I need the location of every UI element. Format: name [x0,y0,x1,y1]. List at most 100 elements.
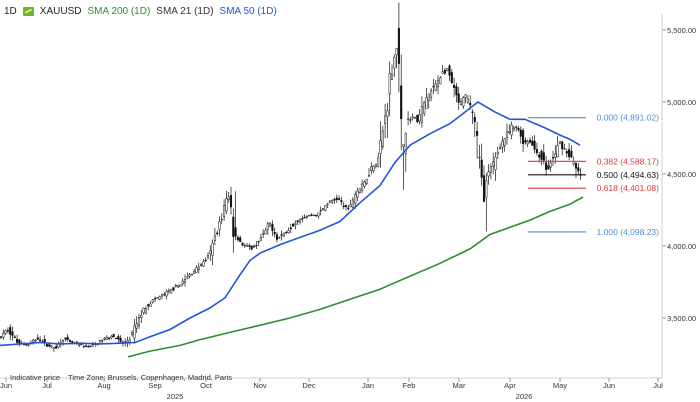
candle [114,337,118,340]
candle [128,336,131,346]
candle [459,98,463,106]
candle [356,187,359,201]
candle [278,236,281,239]
candle [298,218,302,225]
candle [158,295,161,301]
indicator-sma21[interactable]: SMA 21 (1D) [156,5,214,17]
candle [381,125,384,150]
candle [505,123,509,145]
candle [50,345,53,349]
candle [545,156,548,176]
candle [370,162,373,175]
candle [204,257,207,263]
candle [512,125,515,132]
fib-level-0.382[interactable]: 0.382 (4,588.17) [528,156,659,166]
candle [526,139,529,148]
y-tick-label: 4,500.00 [667,170,696,179]
candle [209,245,212,261]
candle [400,54,403,151]
candle [390,64,394,80]
candle [68,339,72,343]
symbol-label[interactable]: XAUUSD [39,5,82,17]
y-tick-label: 3,500.00 [667,314,696,323]
candle [556,136,559,158]
candle [78,343,81,348]
candle [338,195,341,201]
x-tick-label: Jun [0,381,12,390]
candle [292,223,295,227]
candle [220,213,223,225]
y-tick-label: 5,500.00 [667,26,696,35]
candle [522,128,525,152]
fib-level-0.618[interactable]: 0.618 (4,401.08) [528,183,659,193]
x-tick-label: Jan [362,381,374,390]
candle [397,2,400,93]
candle [574,162,578,179]
candle [538,151,541,163]
candle [565,148,568,158]
candle [528,137,532,144]
candle [464,94,467,104]
candle [264,227,267,235]
chart-footer: Indicative price Time Zone: Brussels, Co… [10,373,232,382]
candle [333,197,336,204]
candle [59,338,62,348]
candle [326,202,329,208]
x-tick-label: Oct [200,381,213,390]
candle [246,242,249,247]
sma50-line [0,101,581,347]
indicative-price-note: Indicative price [10,373,61,382]
candle [418,109,421,125]
fib-level-0.000[interactable]: 0.000 (4,891.02) [528,113,659,123]
candle [342,202,345,210]
candle [517,126,520,132]
candle [395,47,398,69]
candle [255,241,258,250]
candle [43,335,46,347]
candle [471,109,474,124]
y-tick-label: 5,000.00 [667,98,696,107]
candle [269,222,272,228]
candle [535,142,538,156]
fib-level-0.500[interactable]: 0.500 (4,494.63) [528,170,659,180]
indicator-sma200[interactable]: SMA 200 (1D) [87,5,151,17]
candle [510,121,513,140]
candle [480,143,483,186]
candle [133,319,136,344]
candle [112,333,115,338]
candle [280,230,283,241]
candle [252,244,256,248]
candle [193,269,196,274]
candle [379,121,382,168]
candle [335,194,338,203]
candle [172,287,175,292]
candle [315,214,318,218]
candle [105,335,108,340]
candle [2,329,5,340]
candle [524,137,527,145]
candle [18,338,21,347]
fib-level-1.000[interactable]: 1.000 (4,098.23) [528,227,659,237]
candle [388,61,391,117]
candle [257,240,260,246]
candle [271,220,274,237]
candle [262,229,265,238]
candle [485,172,488,232]
candle [39,336,42,342]
candle [344,204,348,211]
candle [110,334,113,340]
candle [317,212,320,219]
interval-label[interactable]: 1D [4,5,17,17]
indicator-sma50[interactable]: SMA 50 (1D) [219,5,277,17]
candle [494,152,497,181]
candle [165,289,168,300]
candle [289,223,292,234]
candle [89,345,92,348]
candle [186,272,189,280]
candle [266,221,269,235]
candle [455,82,458,103]
candle [225,190,228,214]
candle [347,205,350,211]
candle [179,284,182,287]
